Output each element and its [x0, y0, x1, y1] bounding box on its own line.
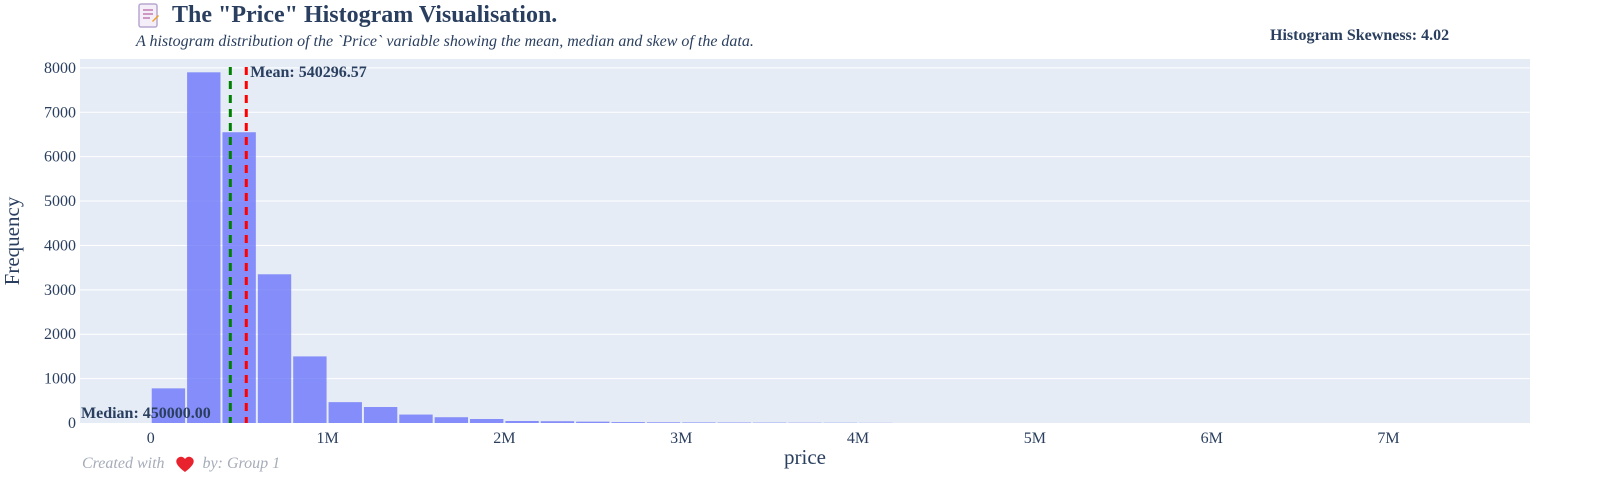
- y-tick-label: 0: [68, 415, 76, 432]
- histogram-bar: [682, 422, 716, 423]
- x-tick-label: 2M: [493, 430, 515, 447]
- histogram-bar: [222, 132, 256, 423]
- y-tick-label: 2000: [44, 326, 76, 343]
- histogram-bar: [434, 417, 469, 423]
- heart-icon: [175, 456, 194, 472]
- y-tick-label: 6000: [44, 149, 76, 166]
- x-tick-label: 7M: [1377, 430, 1399, 447]
- footer-created-with: Created with: [82, 455, 165, 472]
- y-tick-label: 5000: [44, 193, 76, 210]
- y-axis-title: Frequency: [0, 196, 24, 285]
- title-block: The "Price" Histogram Visualisation.: [138, 2, 557, 29]
- chart-subtitle: A histogram distribution of the `Price` …: [136, 33, 754, 50]
- histogram-bar: [576, 421, 610, 423]
- histogram-bar: [505, 421, 539, 423]
- histogram-bar: [611, 422, 645, 423]
- x-tick-label: 3M: [670, 430, 692, 447]
- skewness-label: Histogram Skewness: 4.02: [1270, 27, 1450, 44]
- y-tick-label: 3000: [44, 282, 76, 299]
- x-tick-label: 4M: [847, 430, 869, 447]
- histogram-bar: [540, 421, 575, 423]
- x-tick-label: 1M: [316, 430, 338, 447]
- histogram-bar: [187, 72, 221, 423]
- x-tick-label: 6M: [1201, 430, 1223, 447]
- x-axis-title: price: [784, 445, 826, 469]
- histogram-bar: [646, 422, 681, 423]
- y-tick-label: 8000: [44, 60, 76, 77]
- document-icon: [138, 2, 159, 28]
- footer-credit: Created with by: Group 1: [82, 455, 280, 473]
- histogram-bar: [399, 414, 433, 423]
- x-tick-label: 0: [147, 430, 155, 447]
- page-title: The "Price" Histogram Visualisation.: [172, 2, 558, 28]
- y-tick-label: 7000: [44, 104, 76, 121]
- histogram-bar: [470, 419, 504, 423]
- histogram-bar: [151, 388, 186, 423]
- histogram-bar: [363, 407, 398, 423]
- y-tick-label: 4000: [44, 237, 76, 254]
- histogram-bar: [293, 356, 327, 423]
- median-annotation: Median: 450000.00: [81, 405, 211, 422]
- footer-by: by: Group 1: [202, 455, 281, 472]
- y-tick-label: 1000: [44, 371, 76, 388]
- x-tick-label: 5M: [1024, 430, 1046, 447]
- mean-annotation: Mean: 540296.57: [250, 64, 366, 81]
- histogram-bar: [328, 402, 362, 423]
- histogram-bar: [257, 274, 292, 423]
